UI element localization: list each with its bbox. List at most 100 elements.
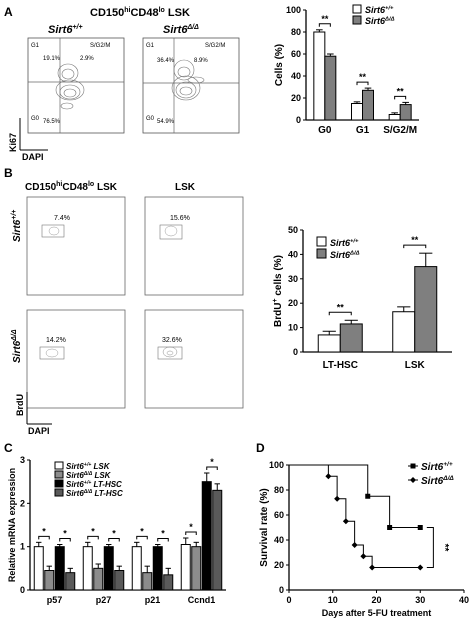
legend-label: Sirt6Δ/Δ [421, 475, 454, 487]
gate-label-g1: G1 [31, 43, 40, 49]
x-tick-label: LSK [405, 360, 426, 371]
legend-label: Sirt6+/+ [421, 461, 453, 473]
flow-b-title-right: LSK [175, 182, 196, 193]
flow-a-axis-arrows [19, 118, 48, 151]
flow-a-title: CD150hiCD48lo LSK [90, 7, 190, 19]
legend-marker [410, 477, 416, 483]
flow-b-xlabel: DAPI [28, 426, 50, 436]
significance-bracket [206, 466, 218, 470]
x-tick-label: G1 [356, 125, 370, 136]
bar [191, 546, 202, 591]
y-tick-label: 40 [274, 535, 284, 545]
data-point [351, 542, 358, 548]
significance-bracket [328, 311, 352, 316]
panel-letter-a: A [4, 5, 13, 19]
x-tick-label: LT-HSC [323, 360, 358, 371]
bar [313, 31, 326, 121]
pct-label: 15.6% [170, 215, 190, 222]
y-tick-label: 80 [291, 27, 301, 37]
flow-a-left-plot: G1 G0 S/G2/M 19.1% 2.9% 76.5% [27, 37, 125, 134]
contour-cluster [55, 63, 85, 110]
plot-frame [27, 37, 125, 134]
bar [212, 489, 223, 591]
bar [82, 546, 93, 591]
flow-b-ylabel: BrdU [15, 394, 25, 416]
pct-sg2m: 2.9% [80, 56, 94, 62]
pct-label: 7.4% [54, 215, 70, 222]
x-tick-label: G0 [318, 125, 332, 136]
significance-bracket [157, 538, 169, 542]
contour-cluster [171, 59, 205, 101]
chart-c-mrna: 0 1 2 3 p57 p27 p21 Ccnd1 * * * * * * * * Relative mRNA … [7, 455, 226, 605]
y-tick-label: 20 [291, 93, 301, 103]
x-tick-label: p21 [145, 595, 161, 605]
pct-sg2m: 8.9% [194, 58, 208, 64]
legend-label: Sirt6Δ/Δ LT-HSC [66, 489, 123, 498]
flow-a-ylabel: Ki67 [8, 133, 18, 152]
legend-label: Sirt6+/+ [365, 5, 394, 15]
bar [180, 544, 191, 591]
y-tick-label: 40 [288, 249, 298, 259]
significance-label: ** [359, 72, 367, 82]
flow-a-xlabel: DAPI [22, 152, 44, 162]
legend-swatch [54, 479, 64, 488]
x-tick-label: 30 [415, 595, 425, 605]
significance-label: * [161, 529, 165, 539]
legend-label: Sirt6Δ/Δ LSK [66, 471, 112, 480]
pct-g0: 54.9% [157, 119, 175, 125]
y-axis-label: BrdU+ cells (%) [272, 255, 284, 327]
gate-label-g0: G0 [31, 116, 40, 122]
bar [339, 323, 363, 353]
gate [39, 346, 65, 360]
y-tick-label: 1 [20, 542, 25, 552]
significance-bracket [185, 531, 197, 535]
bar [131, 546, 142, 591]
flow-b-title-left: CD150hiCD48lo LSK [25, 181, 118, 193]
bar [351, 103, 363, 121]
data-point [334, 495, 341, 502]
legend-label: Sirt6+/+ LSK [66, 462, 111, 471]
gate-label-sg2m: S/G2/M [90, 43, 110, 49]
survival-line [289, 464, 421, 528]
data-point [417, 525, 423, 530]
x-tick-label: S/G2/M [383, 125, 417, 136]
significance-bracket [318, 23, 331, 27]
bar [324, 55, 337, 121]
data-point [342, 518, 349, 525]
bar [399, 104, 412, 121]
y-tick-label: 80 [274, 485, 284, 495]
significance-label: ** [439, 544, 450, 552]
y-tick-label: 60 [291, 49, 301, 59]
bar [362, 89, 374, 121]
survival-line [289, 464, 421, 568]
flow-b-plot-2: 15.6% [144, 196, 244, 296]
y-tick-label: 20 [274, 560, 284, 570]
flow-b-plot-1: 7.4% [26, 196, 126, 296]
data-point [369, 564, 376, 571]
data-point [365, 493, 371, 499]
significance-bracket [403, 244, 427, 249]
bar [317, 334, 341, 353]
y-tick-label: 20 [288, 298, 298, 308]
bar [33, 546, 44, 591]
gate-label-sg2m: S/G2/M [205, 43, 225, 49]
y-tick-label: 40 [291, 71, 301, 81]
chart-b-brdu: 0 10 20 30 40 50 LT-HSC LSK ** ** BrdU+ cells (%) S… [272, 225, 452, 371]
legend-swatch [352, 15, 362, 25]
significance-bracket [108, 538, 120, 542]
flow-a-right-genotype: Sirt6Δ/Δ [163, 24, 199, 36]
flow-b-axis-arrows [26, 392, 52, 425]
legend-label: Sirt6Δ/Δ [330, 250, 360, 260]
significance-label: * [42, 526, 46, 536]
y-tick-label: 50 [288, 225, 298, 235]
bar [201, 481, 212, 591]
y-tick-label: 2 [20, 498, 25, 508]
panel-letter-c: C [4, 441, 13, 455]
x-tick-label: 0 [286, 595, 291, 605]
significance-label: * [91, 526, 95, 536]
y-axis-label: Relative mRNA expression [7, 468, 17, 582]
significance-bracket [394, 95, 407, 100]
x-tick-label: p27 [96, 595, 112, 605]
legend-swatch [54, 488, 64, 497]
